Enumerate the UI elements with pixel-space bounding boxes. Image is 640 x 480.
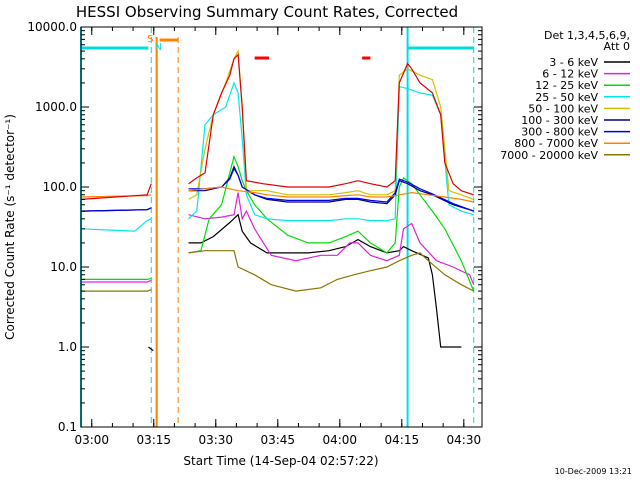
y-axis-ticks: 0.1 1.0 10.0 100.0 1000.0 10000.0: [27, 20, 482, 434]
legend-title-line1: Det 1,3,4,5,6,9,: [544, 29, 630, 42]
x-tick-label: 04:15: [385, 433, 420, 447]
legend-entry-label: 3 - 6 keV: [549, 56, 598, 69]
legend-entry-label: 7000 - 20000 keV: [500, 149, 598, 162]
series-line-1-1: [188, 192, 475, 285]
series-line-8-0: [81, 289, 152, 292]
series-line-3-1: [188, 81, 474, 222]
legend-title-line2: Att 0: [604, 40, 630, 53]
series-line-0-1: [188, 213, 462, 348]
legend-entry-label: 800 - 7000 keV: [514, 137, 598, 150]
y-tick-label: 0.1: [58, 420, 77, 434]
x-axis-ticks: 03:00 03:15 03:30 03:45 04:00 04:15 04:30: [74, 27, 481, 447]
saa-flag-label: S: [147, 34, 153, 45]
legend-entry-label: 12 - 25 keV: [535, 79, 598, 92]
legend-entry-label: 50 - 100 keV: [528, 102, 598, 115]
y-tick-label: 100.0: [43, 180, 77, 194]
series-line-1-0: [81, 279, 152, 283]
datestamp: 10-Dec-2009 13:21: [555, 467, 632, 476]
series-line-9-0: [80, 183, 152, 200]
series-line-2-1: [188, 154, 475, 292]
legend-entry-label: 300 - 800 keV: [521, 126, 598, 139]
legend-entry-label: 100 - 300 keV: [521, 114, 598, 127]
legend-entry-label: 25 - 50 keV: [535, 91, 598, 104]
series-line-6-0: [80, 207, 152, 212]
series-line-7-0: [80, 194, 152, 198]
x-tick-label: 03:30: [198, 433, 233, 447]
y-tick-label: 10000.0: [27, 20, 77, 34]
x-tick-label: 04:00: [322, 433, 357, 447]
x-axis-label: Start Time (14-Sep-04 02:57:22): [183, 454, 378, 468]
series-line-0-0: [148, 346, 154, 352]
series-line-6-1: [188, 167, 474, 212]
y-axis-label: Corrected Count Rate (s⁻¹ detector⁻¹): [3, 114, 17, 340]
legend-entry-label: 6 - 12 keV: [542, 68, 598, 81]
plot-area: SN: [80, 27, 475, 427]
x-tick-label: 03:45: [260, 433, 295, 447]
x-tick-label: 04:30: [447, 433, 482, 447]
x-tick-label: 03:15: [136, 433, 171, 447]
y-tick-label: 1000.0: [35, 100, 77, 114]
night-flag-label: N: [155, 42, 162, 53]
series-line-4-1: [188, 48, 474, 200]
series-line-5-1: [188, 165, 474, 212]
x-tick-label: 03:00: [74, 433, 109, 447]
series-line-7-1: [188, 186, 474, 203]
series-line-8-1: [188, 250, 474, 292]
plot-frame: [80, 26, 483, 428]
chart-title: HESSI Observing Summary Count Rates, Cor…: [76, 3, 458, 21]
series-line-3-0: [80, 218, 152, 232]
y-tick-label: 10.0: [50, 260, 77, 274]
y-tick-label: 1.0: [58, 340, 77, 354]
series-line-2-0: [81, 277, 152, 280]
series-line-9-1: [188, 53, 474, 196]
